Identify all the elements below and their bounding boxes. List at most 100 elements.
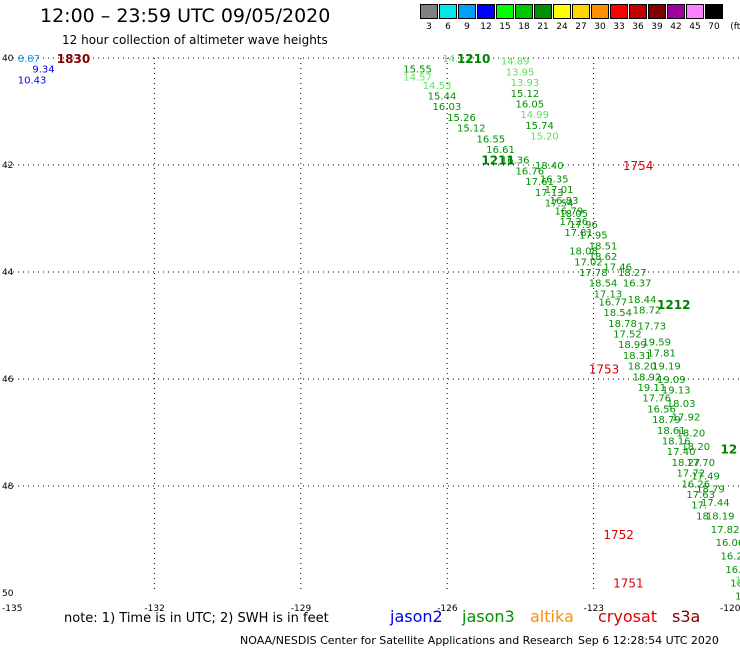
lon-label: -135 [2, 604, 22, 614]
scale-label: 15 [499, 22, 511, 32]
wave-height-value: 15.12 [457, 124, 486, 135]
footnote: note: 1) Time is in UTC; 2) SWH is in fe… [64, 611, 329, 626]
scale-label: 70 [708, 22, 720, 32]
wave-height-value: 18.19 [706, 511, 735, 522]
wave-height-value: 8.87 [18, 54, 40, 65]
scale-swatch [610, 4, 628, 19]
wave-height-value: 14 [735, 576, 740, 587]
pass-time-label: 1754 [623, 159, 654, 173]
scale-label: 39 [651, 22, 663, 32]
scale-swatch [496, 4, 514, 19]
wave-height-value: 18.54 [589, 279, 618, 290]
wave-height-value: 17.81 [564, 228, 593, 239]
wave-height-value: 16.37 [623, 279, 652, 290]
scale-label: 36 [632, 22, 644, 32]
wave-height-value: 17.82 [711, 525, 740, 536]
scale-swatch [667, 4, 685, 19]
wave-height-value: 18.16 [662, 437, 691, 448]
scale-swatch [515, 4, 533, 19]
wave-height-value: 17. [691, 501, 707, 512]
wave-height-value: 17.92 [672, 412, 701, 423]
wave-height-value: 17.70 [686, 458, 715, 469]
lat-label: 40 [2, 54, 14, 64]
generated-timestamp: Sep 6 12:28:54 UTC 2020 [578, 634, 719, 647]
wave-height-value: 15.55 [403, 65, 432, 76]
scale-label: 33 [613, 22, 625, 32]
scale-swatch [477, 4, 495, 19]
wave-height-value: 17.61 [525, 177, 554, 188]
pass-time-label: 1211 [481, 154, 514, 168]
scale-label: 27 [575, 22, 587, 32]
lon-label: -129 [291, 604, 312, 614]
wave-height-value: 17.81 [647, 348, 676, 359]
wave-height-value: 15.74 [525, 121, 554, 132]
wave-height-value: 14.99 [520, 110, 549, 121]
pass-time-label: 1752 [603, 528, 634, 542]
wave-height-value: 16.83 [550, 196, 579, 207]
wave-height-value: 17.44 [701, 498, 730, 509]
scale-swatch [686, 4, 704, 19]
scale-swatch [439, 4, 457, 19]
pass-time-label: 1210 [457, 52, 490, 66]
scale-swatch [629, 4, 647, 19]
wave-height-value: 16.61 [486, 145, 515, 156]
lon-label: -123 [584, 604, 604, 614]
satellite-legend-item: altika [530, 607, 574, 626]
scale-label: 6 [445, 22, 451, 32]
wave-height-value: 17.52 [613, 330, 642, 341]
scale-label: 18 [518, 22, 530, 32]
scale-label: 30 [594, 22, 606, 32]
map-subtitle: 12 hour collection of altimeter wave hei… [62, 33, 328, 47]
wave-height-value: 18.99 [618, 340, 647, 351]
satellite-legend-item: s3a [672, 607, 701, 626]
wave-height-value: 16.03 [433, 102, 462, 113]
wave-height-value: 17.63 [686, 490, 715, 501]
scale-label: 24 [556, 22, 568, 32]
lon-label: -120 [720, 604, 740, 614]
scale-swatch [458, 4, 476, 19]
wave-height-value: 14.89 [501, 57, 530, 68]
wave-height-value: 17.96 [569, 220, 598, 231]
scale-swatch [572, 4, 590, 19]
wave-height-value: 17.54 [545, 198, 574, 209]
wave-height-value: 17.01 [545, 185, 574, 196]
wave-height-value: 17.72 [677, 469, 706, 480]
wave-height-value: 16.21 [720, 552, 740, 563]
wave-height-value: 14.57 [403, 73, 432, 84]
pass-time-label: 1753 [589, 362, 620, 376]
wave-height-value: 18.51 [589, 241, 618, 252]
scale-label: 21 [537, 22, 549, 32]
scale-label: 45 [689, 22, 701, 32]
wave-height-value: 16.36 [501, 156, 530, 167]
wave-height-value: 16.56 [647, 404, 676, 415]
pass-time-label: 1830 [57, 52, 90, 66]
wave-height-value: 14.13 [442, 54, 471, 65]
wave-height-value: 16.41 [730, 578, 740, 589]
wave-height-value: 18.08 [569, 247, 598, 258]
scale-swatch [648, 4, 666, 19]
scale-label: 12 [480, 22, 492, 32]
wave-height-value: 18.54 [603, 308, 632, 319]
credit-line: NOAA/NESDIS Center for Satellite Applica… [240, 634, 574, 647]
scale-label: 3 [426, 22, 432, 32]
wave-height-value: 17.40 [667, 447, 696, 458]
wave-height-value: 19.09 [657, 375, 686, 386]
lat-label: 46 [2, 375, 14, 385]
wave-height-value: 15.20 [530, 132, 559, 143]
lat-label: 50 [2, 589, 14, 599]
map-title: 12:00 – 23:59 UTC 09/05/2020 [40, 5, 331, 27]
wave-height-value: 18.61 [657, 426, 686, 437]
wave-height-value: 18.05 [559, 209, 588, 220]
wave-height-value: 18.79 [652, 415, 681, 426]
wave-height-value: 16.79 [555, 206, 584, 217]
pass-time-label: 1751 [613, 576, 644, 590]
lat-label: 48 [2, 482, 14, 492]
wave-height-value: 18.20 [677, 429, 706, 440]
wave-height-value: 16.77 [598, 297, 627, 308]
wave-height-value: 17.02 [574, 257, 603, 268]
scale-unit: (ft) [730, 22, 740, 32]
wave-height-value: 9.34 [32, 65, 54, 76]
pass-time-label: 12 [720, 443, 737, 457]
wave-height-value: 15.54 [735, 592, 740, 603]
